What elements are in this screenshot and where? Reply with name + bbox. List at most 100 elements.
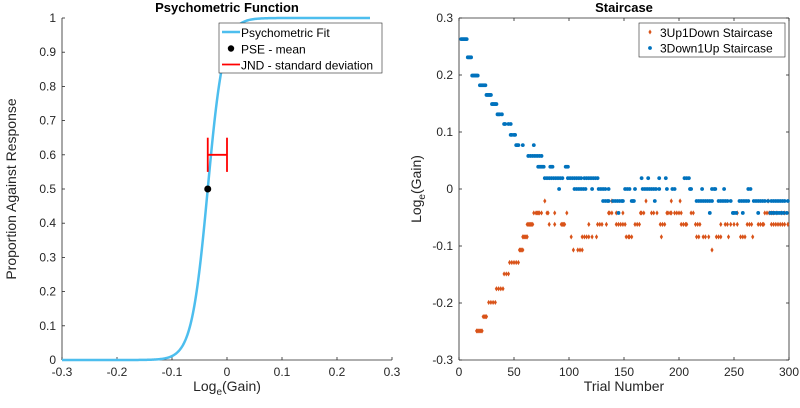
- data-point: [756, 211, 761, 215]
- x-tick-label: 0: [456, 365, 463, 379]
- data-point: [627, 187, 632, 191]
- series-3up1down: [475, 198, 790, 334]
- data-point: [493, 299, 497, 306]
- data-point: [606, 199, 611, 203]
- y-tick-label: 0: [446, 182, 453, 196]
- data-point: [783, 221, 787, 227]
- y-tick-label: 0.8: [39, 79, 56, 93]
- data-point: [541, 164, 546, 169]
- data-point: [655, 210, 659, 216]
- data-point: [537, 210, 541, 216]
- data-point: [725, 199, 730, 203]
- data-point: [714, 234, 718, 240]
- y-tick-label: -0.2: [432, 296, 453, 310]
- legend-dot-swatch: [648, 46, 652, 50]
- data-point: [763, 210, 767, 216]
- series-3down1up: [459, 37, 790, 215]
- data-point: [587, 221, 591, 227]
- data-point: [489, 299, 493, 306]
- data-point: [547, 221, 551, 227]
- data-point: [598, 221, 602, 227]
- data-point: [531, 143, 536, 148]
- data-point: [728, 199, 733, 203]
- data-point: [550, 164, 555, 169]
- data-point: [531, 221, 535, 227]
- data-point: [503, 122, 508, 126]
- data-point: [513, 132, 517, 137]
- data-point: [663, 176, 668, 181]
- data-point: [762, 199, 767, 203]
- y-tick-label: 1: [49, 11, 56, 25]
- legend-box: [218, 22, 383, 74]
- x-tick-label: 250: [724, 365, 744, 379]
- data-point: [776, 221, 780, 227]
- data-point: [657, 176, 662, 181]
- data-point: [659, 234, 663, 240]
- data-point: [543, 198, 547, 204]
- data-point: [726, 234, 731, 240]
- data-point: [769, 221, 773, 227]
- data-point: [621, 199, 625, 203]
- data-point: [484, 314, 489, 320]
- data-point: [583, 187, 588, 191]
- data-point: [758, 221, 762, 227]
- data-point: [781, 211, 786, 215]
- y-tick-label: 0.2: [39, 285, 56, 299]
- x-tick-label: -0.3: [52, 365, 73, 379]
- data-point: [652, 210, 656, 216]
- legend-entry: 3Up1Down Staircase: [660, 26, 773, 40]
- data-point: [695, 234, 699, 240]
- data-point: [514, 259, 518, 266]
- chart-title: Staircase: [595, 0, 653, 15]
- y-tick-label: 0.4: [39, 216, 56, 230]
- data-point: [491, 299, 495, 306]
- data-point: [735, 221, 739, 227]
- x-tick-label: 0.1: [274, 365, 291, 379]
- data-point: [679, 210, 683, 216]
- data-point: [494, 102, 499, 106]
- y-tick-label: -0.1: [432, 239, 453, 253]
- data-point: [585, 234, 589, 240]
- data-point: [700, 187, 704, 191]
- data-point: [660, 221, 665, 227]
- y-tick-label: 0.1: [436, 125, 453, 139]
- legend-entry: 3Down1Up Staircase: [660, 42, 773, 56]
- data-point: [774, 221, 778, 227]
- data-point: [610, 210, 614, 216]
- data-point: [633, 187, 637, 191]
- staircase-axes: 0 50 100 150 200 250 300 -0.3 -0.2 -0.1 0 0.1 0.2 0.3…: [408, 0, 799, 394]
- data-point: [732, 221, 736, 227]
- x-axis-label: Loge(Gain): [193, 378, 261, 398]
- data-point: [483, 83, 488, 88]
- data-point: [697, 234, 701, 240]
- data-point: [691, 210, 695, 216]
- data-point: [624, 234, 628, 240]
- data-point: [621, 210, 625, 216]
- data-point: [746, 199, 751, 203]
- data-point: [512, 259, 516, 266]
- data-point: [627, 234, 632, 240]
- data-point: [707, 211, 712, 215]
- data-point: [494, 286, 498, 292]
- data-point: [741, 234, 745, 240]
- y-tick-label: 0.9: [39, 45, 56, 59]
- data-point: [772, 221, 776, 227]
- data-point: [500, 112, 504, 117]
- y-tick-label: 0.2: [436, 68, 453, 82]
- x-tick-label: 200: [669, 365, 689, 379]
- y-tick-label: 0.3: [436, 11, 453, 25]
- data-point: [590, 187, 594, 191]
- data-point: [689, 210, 693, 216]
- data-point: [504, 271, 508, 277]
- data-point: [510, 259, 514, 266]
- data-point: [521, 247, 525, 253]
- data-point: [649, 210, 654, 216]
- data-point: [571, 247, 575, 253]
- data-point: [698, 221, 702, 227]
- data-point: [596, 221, 600, 227]
- data-point: [464, 37, 469, 41]
- data-point: [563, 221, 567, 227]
- y-tick-label: 0.3: [39, 250, 56, 264]
- data-point: [606, 187, 611, 191]
